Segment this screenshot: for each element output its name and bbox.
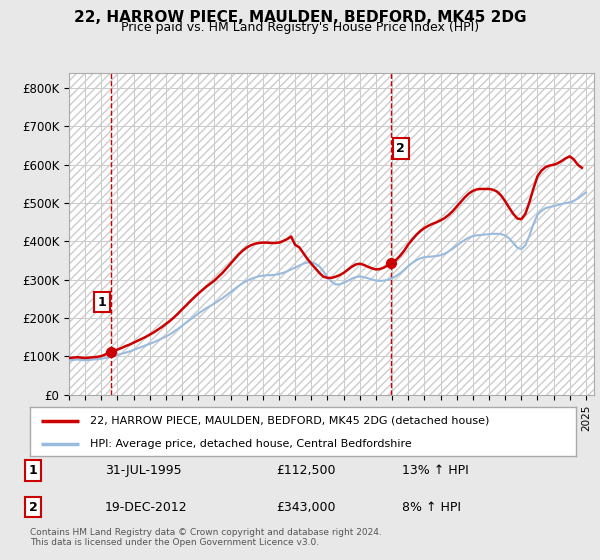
Text: 2: 2 — [29, 501, 37, 514]
Text: 1: 1 — [29, 464, 37, 477]
Text: 8% ↑ HPI: 8% ↑ HPI — [402, 501, 461, 514]
Text: £343,000: £343,000 — [276, 501, 335, 514]
Text: 19-DEC-2012: 19-DEC-2012 — [105, 501, 188, 514]
Text: 22, HARROW PIECE, MAULDEN, BEDFORD, MK45 2DG: 22, HARROW PIECE, MAULDEN, BEDFORD, MK45… — [74, 10, 526, 25]
Text: 31-JUL-1995: 31-JUL-1995 — [105, 464, 182, 477]
Text: Contains HM Land Registry data © Crown copyright and database right 2024.
This d: Contains HM Land Registry data © Crown c… — [30, 528, 382, 547]
Text: 1: 1 — [98, 296, 106, 309]
Text: 2: 2 — [396, 142, 405, 155]
Text: £112,500: £112,500 — [276, 464, 335, 477]
Text: HPI: Average price, detached house, Central Bedfordshire: HPI: Average price, detached house, Cent… — [90, 438, 412, 449]
Text: 13% ↑ HPI: 13% ↑ HPI — [402, 464, 469, 477]
Text: Price paid vs. HM Land Registry's House Price Index (HPI): Price paid vs. HM Land Registry's House … — [121, 21, 479, 34]
Text: 22, HARROW PIECE, MAULDEN, BEDFORD, MK45 2DG (detached house): 22, HARROW PIECE, MAULDEN, BEDFORD, MK45… — [90, 416, 490, 426]
